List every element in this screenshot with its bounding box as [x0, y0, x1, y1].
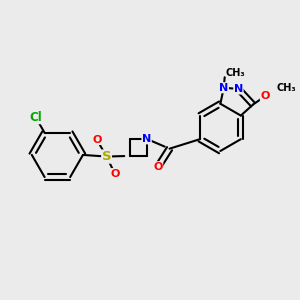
Text: CH₃: CH₃ [276, 83, 296, 93]
Text: CH₃: CH₃ [226, 68, 245, 78]
Text: O: O [260, 91, 270, 101]
Text: O: O [92, 134, 101, 145]
Text: O: O [110, 169, 119, 178]
Text: N: N [234, 84, 243, 94]
Text: Cl: Cl [29, 111, 42, 124]
Text: O: O [153, 162, 163, 172]
Text: N: N [219, 83, 228, 93]
Text: N: N [142, 134, 151, 144]
Text: S: S [102, 150, 111, 163]
